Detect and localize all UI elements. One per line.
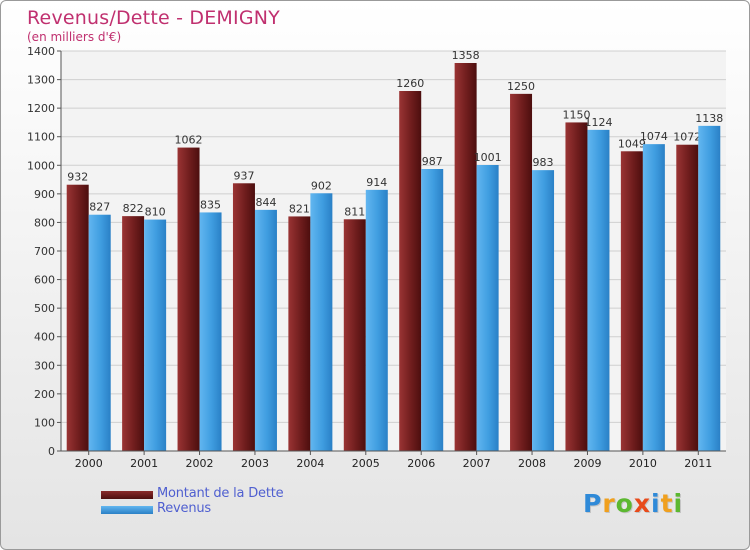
x-tick-label: 2001 xyxy=(130,457,158,470)
chart-subtitle: (en milliers d'€) xyxy=(27,30,122,44)
bar-revenus xyxy=(310,193,333,452)
x-tick-label: 2002 xyxy=(186,457,214,470)
y-tick-label: 1300 xyxy=(27,74,55,87)
bar-revenus xyxy=(88,214,111,451)
data-label: 902 xyxy=(311,179,332,192)
data-label: 1072 xyxy=(673,131,701,144)
y-tick-label: 0 xyxy=(48,445,55,458)
data-label: 822 xyxy=(123,202,144,215)
legend-label: Revenus xyxy=(157,501,211,516)
x-tick-label: 2005 xyxy=(352,457,380,470)
bar-revenus xyxy=(698,125,721,451)
legend-label: Montant de la Dette xyxy=(157,486,284,501)
logo-letter: t xyxy=(660,489,674,518)
data-label: 1124 xyxy=(584,116,612,129)
proxiti-logo: Proxiti xyxy=(583,489,683,518)
y-tick-label: 100 xyxy=(34,416,55,429)
x-tick-label: 2008 xyxy=(518,457,546,470)
bar-revenus xyxy=(421,169,444,451)
bar-dette xyxy=(510,93,533,451)
bar-dette xyxy=(177,147,200,452)
data-label: 1150 xyxy=(562,108,590,121)
data-label: 1001 xyxy=(474,151,502,164)
data-label: 987 xyxy=(422,155,443,168)
bar-dette xyxy=(399,91,422,451)
data-label: 1138 xyxy=(695,112,723,125)
data-label: 811 xyxy=(344,205,365,218)
data-label: 983 xyxy=(533,156,554,169)
x-tick-label: 2007 xyxy=(463,457,491,470)
bar-dette xyxy=(66,184,89,451)
bar-dette xyxy=(232,183,255,452)
data-label: 844 xyxy=(255,196,276,209)
y-tick-label: 1400 xyxy=(27,45,55,58)
bar-dette xyxy=(454,63,477,451)
data-label: 827 xyxy=(89,201,110,214)
data-label: 1074 xyxy=(640,130,668,143)
legend-swatch xyxy=(101,506,153,514)
x-tick-label: 2011 xyxy=(684,457,712,470)
data-label: 1358 xyxy=(452,49,480,62)
legend-swatch xyxy=(101,491,153,499)
y-tick-label: 500 xyxy=(34,302,55,315)
x-tick-label: 2009 xyxy=(573,457,601,470)
y-tick-label: 900 xyxy=(34,188,55,201)
data-label: 932 xyxy=(67,171,88,184)
logo-letter: P xyxy=(583,489,603,518)
bar-dette xyxy=(288,216,311,451)
y-tick-label: 1100 xyxy=(27,131,55,144)
data-label: 1062 xyxy=(175,134,203,147)
bar-dette xyxy=(676,144,699,451)
data-label: 1260 xyxy=(396,77,424,90)
bar-dette xyxy=(122,216,145,451)
x-tick-label: 2003 xyxy=(241,457,269,470)
data-label: 1049 xyxy=(618,137,646,150)
bar-dette xyxy=(565,122,588,451)
bar-revenus xyxy=(199,212,222,451)
bar-revenus xyxy=(642,144,665,451)
data-label: 914 xyxy=(366,176,387,189)
data-label: 937 xyxy=(233,169,254,182)
y-tick-label: 800 xyxy=(34,216,55,229)
y-tick-label: 700 xyxy=(34,245,55,258)
x-tick-label: 2000 xyxy=(75,457,103,470)
x-tick-label: 2006 xyxy=(407,457,435,470)
bar-revenus xyxy=(144,219,167,451)
bar-dette xyxy=(620,151,643,452)
y-tick-label: 1000 xyxy=(27,159,55,172)
bar-revenus xyxy=(365,189,388,451)
data-label: 821 xyxy=(289,202,310,215)
data-label: 1250 xyxy=(507,80,535,93)
x-tick-label: 2004 xyxy=(296,457,324,470)
bar-revenus xyxy=(476,165,499,451)
bar-revenus xyxy=(587,129,610,451)
y-tick-label: 600 xyxy=(34,274,55,287)
bar-revenus xyxy=(254,209,277,451)
logo-letter: i xyxy=(673,489,684,518)
data-label: 835 xyxy=(200,198,221,211)
logo-letter: i xyxy=(651,489,661,518)
logo-letter: r xyxy=(602,489,616,518)
y-tick-label: 1200 xyxy=(27,102,55,115)
bar-revenus xyxy=(532,170,555,451)
logo-letter: x xyxy=(633,489,651,518)
chart-title: Revenus/Dette - DEMIGNY xyxy=(27,7,280,29)
data-label: 810 xyxy=(145,206,166,219)
y-tick-label: 300 xyxy=(34,359,55,372)
x-tick-label: 2010 xyxy=(629,457,657,470)
y-tick-label: 400 xyxy=(34,331,55,344)
bar-dette xyxy=(343,219,366,451)
logo-letter: o xyxy=(615,489,634,518)
y-tick-label: 200 xyxy=(34,388,55,401)
